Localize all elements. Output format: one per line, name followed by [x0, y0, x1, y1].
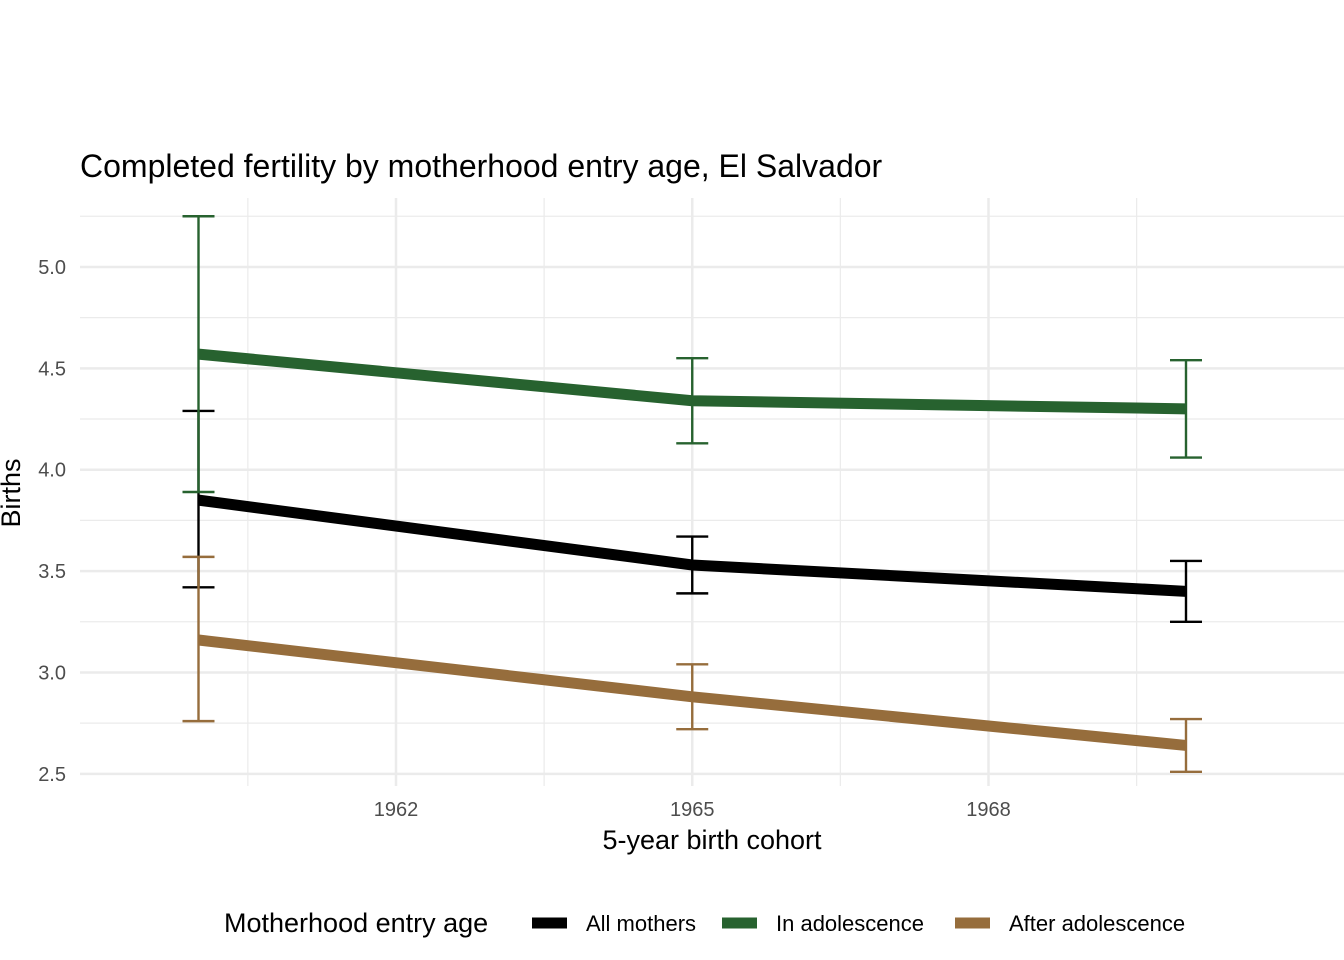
legend-label: All mothers	[586, 911, 696, 936]
y-tick-label: 3.0	[38, 662, 66, 684]
series-line-all-mothers	[197, 494, 1187, 597]
y-tick-label: 2.5	[38, 764, 66, 786]
series-line-in-adolescence	[197, 348, 1187, 415]
tick-labels: 2.5 3.0 3.5 4.0 4.5 5.0 1962 1965 1968	[38, 257, 1011, 821]
legend-label: After adolescence	[1009, 911, 1185, 936]
x-axis-title: 5-year birth cohort	[602, 825, 822, 855]
y-tick-label: 3.5	[38, 561, 66, 583]
legend-title: Motherhood entry age	[224, 908, 488, 938]
legend: Motherhood entry age All mothers In adole…	[224, 908, 1185, 938]
series-line-after-adolescence	[197, 634, 1187, 751]
legend-label: In adolescence	[776, 911, 924, 936]
y-tick-label: 5.0	[38, 257, 66, 279]
error-bars	[182, 215, 1202, 774]
chart-title: Completed fertility by motherhood entry …	[80, 148, 883, 184]
x-tick-label: 1962	[374, 799, 419, 821]
y-tick-label: 4.5	[38, 358, 66, 380]
y-axis-title: Births	[0, 458, 26, 527]
x-tick-label: 1968	[966, 799, 1011, 821]
y-tick-label: 4.0	[38, 460, 66, 482]
series-lines	[197, 348, 1187, 751]
x-tick-label: 1965	[670, 799, 715, 821]
